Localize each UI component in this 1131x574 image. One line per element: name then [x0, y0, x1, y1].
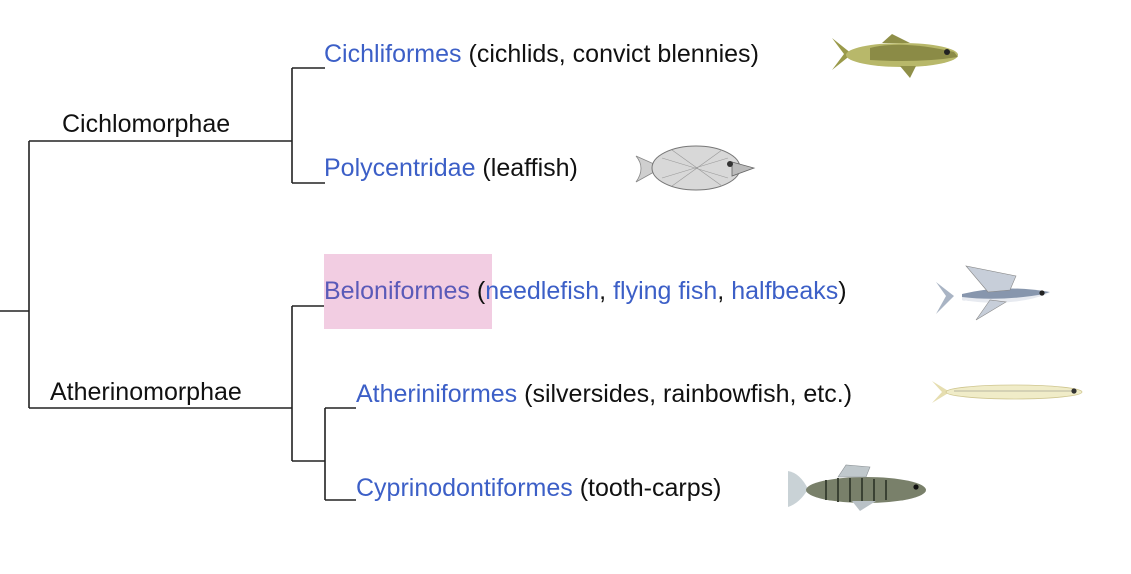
clade-label-atherinomorphae: Atherinomorphae: [50, 378, 242, 406]
taxon-atheriniformes: Atheriniformes (silversides, rainbowfish…: [356, 379, 852, 409]
killifish-illustration-icon: [788, 464, 926, 511]
common-name: cichlids, convict blennies: [476, 40, 751, 68]
paren-open: (: [461, 40, 477, 68]
separator: ,: [717, 277, 732, 305]
common-name: silversides, rainbowfish, etc.: [532, 380, 844, 408]
leaffish-illustration-icon: [635, 145, 756, 191]
taxon-cyprinodontiformes: Cyprinodontiformes (tooth-carps): [356, 473, 721, 503]
flying-fish-illustration-icon: [936, 265, 1050, 321]
common-name: leaffish: [490, 154, 570, 182]
silverside-illustration-icon: [932, 381, 1083, 403]
taxon-beloniformes: Beloniformes (needlefish, flying fish, h…: [324, 276, 847, 306]
taxon-cichliformes: Cichliformes (cichlids, convict blennies…: [324, 39, 759, 69]
atheriniformes-link[interactable]: Atheriniformes: [356, 380, 518, 408]
needlefish-link[interactable]: needlefish: [485, 277, 600, 305]
cyprinodontiformes-link[interactable]: Cyprinodontiformes: [356, 474, 573, 502]
taxon-polycentridae: Polycentridae (leaffish): [324, 153, 578, 183]
separator: ,: [599, 277, 614, 305]
beloniformes-highlight: [324, 254, 492, 329]
bass-fish-illustration-icon: [832, 34, 958, 78]
paren-open: (: [475, 154, 491, 182]
clade-label-cichlomorphae: Cichlomorphae: [62, 110, 231, 138]
paren-open: (: [572, 474, 589, 502]
paren-open: (: [469, 277, 486, 305]
paren-open: (: [517, 380, 533, 408]
cichliformes-link[interactable]: Cichliformes: [324, 40, 462, 68]
paren-close: ): [569, 154, 578, 182]
common-name: tooth-carps: [588, 474, 714, 502]
paren-close: ): [713, 474, 722, 502]
paren-close: ): [838, 277, 847, 305]
polycentridae-link[interactable]: Polycentridae: [324, 154, 476, 182]
halfbeaks-link[interactable]: halfbeaks: [731, 277, 839, 305]
paren-close: ): [750, 40, 759, 68]
flying-fish-link[interactable]: flying fish: [613, 277, 718, 305]
paren-close: ): [843, 380, 853, 408]
beloniformes-link[interactable]: Beloniformes: [324, 277, 470, 305]
